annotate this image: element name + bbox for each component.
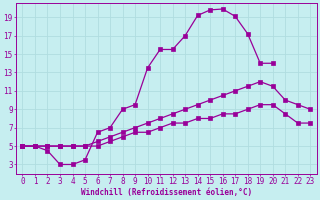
X-axis label: Windchill (Refroidissement éolien,°C): Windchill (Refroidissement éolien,°C)	[81, 188, 252, 197]
